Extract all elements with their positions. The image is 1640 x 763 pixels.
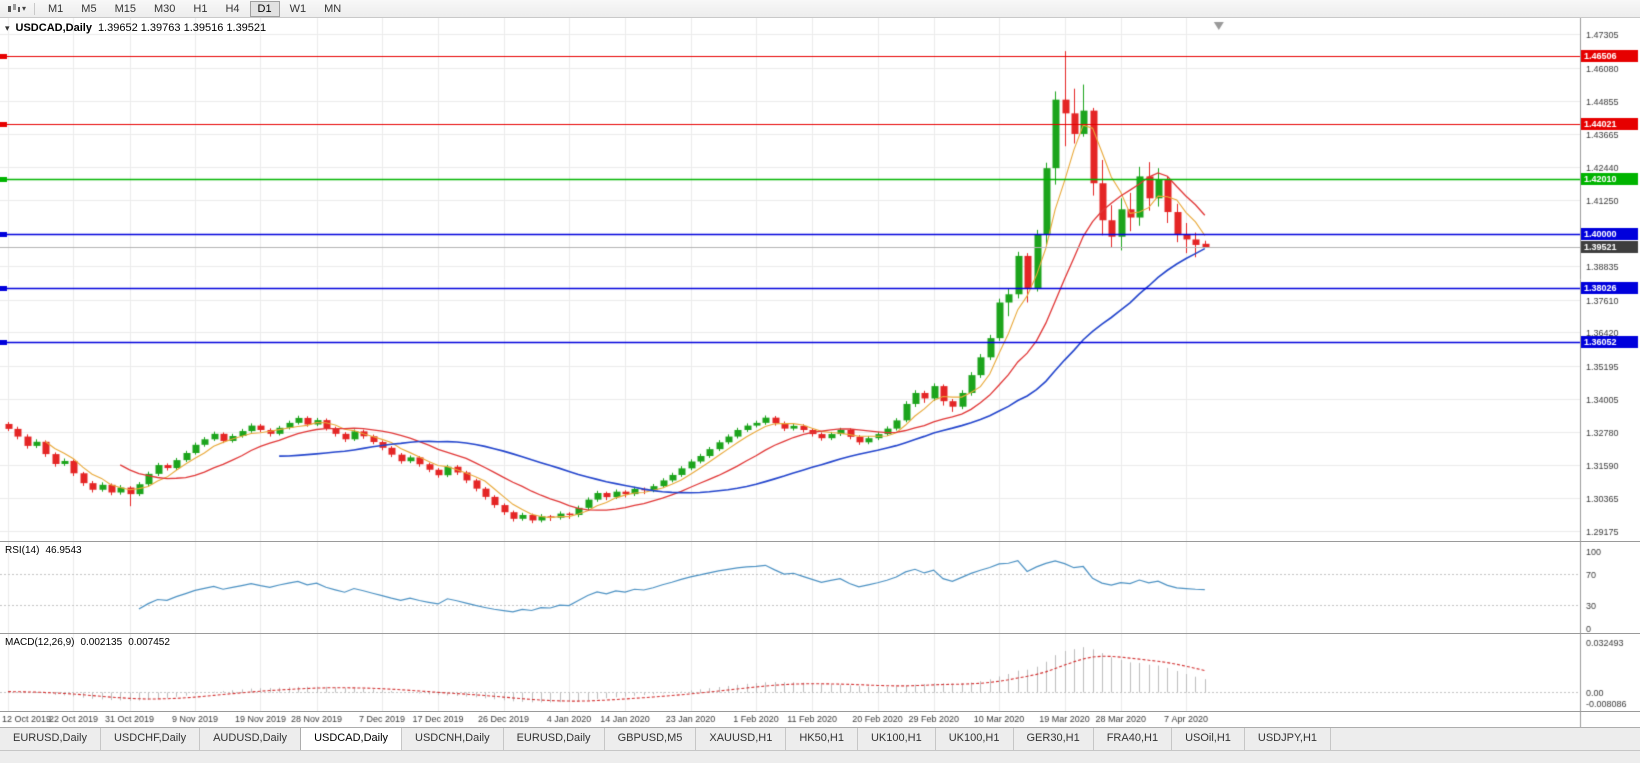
- tab-eurusd-daily-2[interactable]: EURUSD,Daily: [504, 728, 605, 750]
- chevron-down-icon: ▾: [22, 3, 27, 13]
- chart-tabbar: EURUSD,Daily USDCHF,Daily AUDUSD,Daily U…: [0, 727, 1640, 750]
- rsi-panel: RSI(14) 46.9543: [0, 541, 1640, 633]
- tab-usdcad-daily[interactable]: USDCAD,Daily: [300, 728, 403, 750]
- timeframe-w1-button[interactable]: W1: [282, 1, 315, 17]
- timeframe-h1-button[interactable]: H1: [185, 1, 215, 17]
- price-chart-canvas[interactable]: [0, 18, 1640, 541]
- macd-canvas[interactable]: [0, 634, 1640, 711]
- chart-ohlc-values: 1.39652 1.39763 1.39516 1.39521: [97, 22, 267, 34]
- status-bar: [0, 750, 1640, 763]
- tab-eurusd-daily[interactable]: EURUSD,Daily: [0, 728, 101, 750]
- date-axis: [0, 711, 1640, 727]
- tab-gbpusd-m5[interactable]: GBPUSD,M5: [605, 728, 697, 750]
- tab-usdcnh-daily[interactable]: USDCNH,Daily: [402, 728, 504, 750]
- tab-audusd-daily[interactable]: AUDUSD,Daily: [200, 728, 302, 750]
- tab-uk100-h1-2[interactable]: UK100,H1: [936, 728, 1014, 750]
- macd-main-value: 0.002135: [80, 637, 123, 648]
- macd-panel: MACD(12,26,9) 0.002135 0.007452: [0, 633, 1640, 711]
- timeframe-mn-button[interactable]: MN: [316, 1, 349, 17]
- tab-uk100-h1[interactable]: UK100,H1: [858, 728, 936, 750]
- timeframe-m30-button[interactable]: M30: [146, 1, 183, 17]
- macd-signal-value: 0.007452: [128, 637, 170, 648]
- tab-usdchf-daily[interactable]: USDCHF,Daily: [101, 728, 201, 750]
- chart-menu-icon[interactable]: ▾: [5, 22, 10, 33]
- tab-fra40-h1[interactable]: FRA40,H1: [1094, 728, 1173, 750]
- tab-usoil-h1[interactable]: USOil,H1: [1172, 728, 1245, 750]
- timeframe-m1-button[interactable]: M1: [40, 1, 71, 17]
- tab-xauusd-h1[interactable]: XAUUSD,H1: [696, 728, 787, 750]
- price-chart-panel: ▾ USDCAD,Daily 1.39652 1.39763 1.39516 1…: [0, 18, 1640, 541]
- timeframe-toolbar: ▾ M1 M5 M15 M30 H1 H4 D1 W1 MN: [0, 0, 1640, 18]
- candlestick-glyph: [8, 4, 20, 12]
- macd-title: MACD(12,26,9) 0.002135 0.007452: [5, 637, 170, 648]
- rsi-current-value: 46.9543: [45, 545, 82, 556]
- rsi-title: RSI(14) 46.9543: [5, 545, 82, 556]
- date-axis-canvas[interactable]: [0, 712, 1640, 727]
- toolbar-separator: [34, 2, 36, 15]
- timeframe-m15-button[interactable]: M15: [107, 1, 144, 17]
- tab-ger30-h1[interactable]: GER30,H1: [1014, 728, 1094, 750]
- chart-type-icon[interactable]: ▾: [3, 3, 30, 14]
- timeframe-d1-button[interactable]: D1: [249, 0, 280, 17]
- timeframe-h4-button[interactable]: H4: [217, 1, 247, 17]
- chart-symbol-period: USDCAD,Daily: [15, 22, 92, 34]
- rsi-canvas[interactable]: [0, 542, 1640, 633]
- tab-usdjpy-h1[interactable]: USDJPY,H1: [1245, 728, 1332, 750]
- timeframe-m5-button[interactable]: M5: [73, 1, 104, 17]
- tab-hk50-h1[interactable]: HK50,H1: [786, 728, 858, 750]
- macd-indicator-name: MACD(12,26,9): [5, 637, 75, 648]
- chart-title: ▾ USDCAD,Daily 1.39652 1.39763 1.39516 1…: [5, 22, 266, 34]
- rsi-indicator-name: RSI(14): [5, 545, 40, 556]
